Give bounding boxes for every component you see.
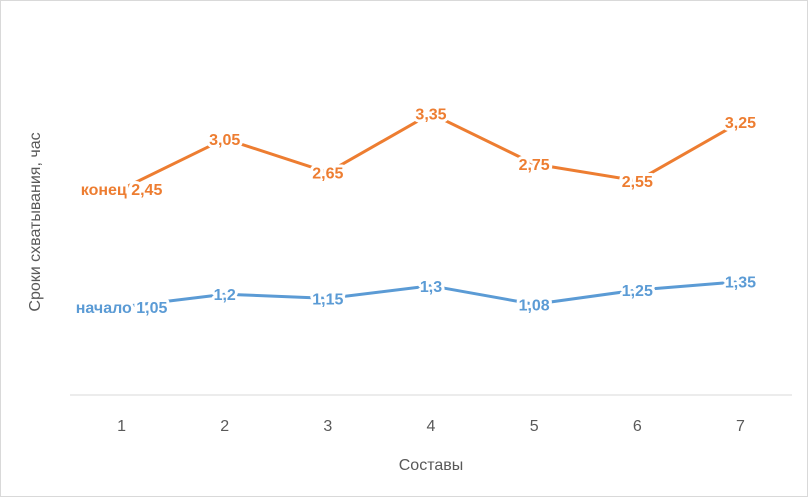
- data-label-value: 1,25: [622, 283, 653, 300]
- data-label-value: 2,55: [622, 174, 653, 191]
- data-label: конец 2,45: [81, 182, 163, 199]
- data-label: 3,05: [209, 132, 240, 149]
- series-name: конец: [81, 182, 127, 199]
- data-label: 3,35: [415, 107, 446, 124]
- data-label-value: 2,45: [131, 182, 162, 199]
- data-label-value: 1,3: [420, 279, 442, 296]
- data-label-value: 1,08: [519, 297, 550, 314]
- data-label: 1,2: [214, 287, 236, 304]
- line-series: [120, 112, 742, 191]
- x-tick-label: 1: [117, 418, 126, 435]
- data-label: 1,15: [312, 292, 343, 309]
- y-axis-title: Сроки схватывания, час: [27, 132, 44, 311]
- data-label-value: 1,2: [214, 287, 236, 304]
- data-label-value: 2,65: [312, 166, 343, 183]
- x-tick-label: 5: [530, 418, 539, 435]
- data-label: 1,08: [519, 297, 550, 314]
- data-label: 1,3: [420, 279, 442, 296]
- data-label-value: 3,35: [415, 107, 446, 124]
- data-label-value: 2,75: [519, 157, 550, 174]
- data-label-value: 1,35: [725, 275, 756, 292]
- x-tick-label: 7: [736, 418, 745, 435]
- data-label-value: 1,15: [312, 292, 343, 309]
- data-label: 2,75: [519, 157, 550, 174]
- x-tick-label: 3: [323, 418, 332, 435]
- series-name: начало: [76, 300, 132, 317]
- data-label: 3,25: [725, 115, 756, 132]
- x-axis-title: Составы: [399, 457, 464, 474]
- data-label: 1,25: [622, 283, 653, 300]
- x-tick-label: 4: [427, 418, 436, 435]
- x-tick-label: 2: [220, 418, 229, 435]
- data-label-value: 1,05: [136, 300, 167, 317]
- data-label: 1,35: [725, 275, 756, 292]
- data-label: 2,55: [622, 174, 653, 191]
- x-tick-label: 6: [633, 418, 642, 435]
- data-label: начало 1,05: [76, 300, 168, 317]
- data-label-value: 3,25: [725, 115, 756, 132]
- data-label-value: 3,05: [209, 132, 240, 149]
- data-label: 2,65: [312, 166, 343, 183]
- line-series: [121, 280, 741, 309]
